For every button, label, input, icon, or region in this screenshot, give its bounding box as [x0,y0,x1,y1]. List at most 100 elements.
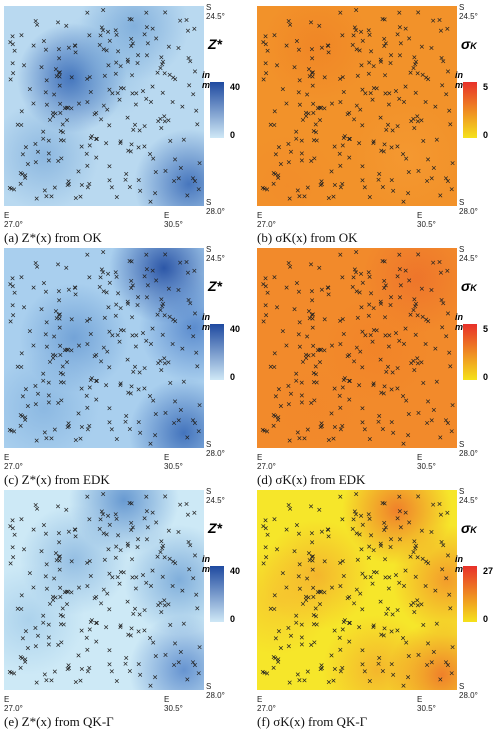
station-marker [381,391,386,396]
station-marker [99,359,104,364]
station-marker [60,614,66,619]
station-marker [313,364,318,369]
station-marker [144,338,149,343]
station-marker [265,429,270,434]
station-marker [106,547,111,552]
station-marker [433,588,438,593]
station-marker [192,663,197,668]
station-marker [35,506,40,511]
station-marker [101,250,106,255]
station-marker [62,106,67,111]
station-marker [319,529,324,534]
station-marker [114,678,119,684]
station-marker [299,158,304,163]
station-marker [107,329,112,334]
station-marker [347,136,352,142]
map-e [4,490,204,690]
station-marker [114,32,119,37]
station-marker [135,303,140,308]
station-marker [382,384,387,389]
station-marker [118,306,123,311]
station-marker [397,338,402,343]
station-marker [378,59,383,64]
station-marker [168,138,173,144]
station-marker [357,290,362,295]
station-marker [46,622,51,627]
station-marker [162,356,167,361]
station-marker [84,151,89,156]
station-marker [387,91,392,96]
station-marker [76,411,81,416]
station-marker [371,381,376,386]
station-marker [338,318,343,323]
station-marker [57,83,62,88]
station-marker [360,420,365,425]
station-marker [408,70,413,75]
station-marker [106,63,111,68]
station-marker [107,123,112,128]
station-marker [388,303,393,308]
station-marker [393,330,399,336]
color-legend [210,566,224,622]
station-marker [128,633,133,638]
station-marker [107,662,112,667]
station-marker [118,139,123,144]
station-marker [60,122,65,127]
station-marker [433,346,438,351]
station-marker [395,32,400,37]
station-marker [299,393,304,398]
station-marker [34,196,39,201]
station-marker [271,170,276,176]
station-marker [101,587,106,592]
station-marker [338,583,343,589]
station-marker [41,620,46,625]
station-marker [114,516,119,521]
station-marker [115,575,120,580]
station-marker [319,105,324,110]
station-marker [147,152,153,157]
station-marker [329,585,335,590]
station-marker [155,312,160,317]
station-marker [55,504,61,509]
station-marker [56,312,61,317]
caption: (d) σK(x) from EDK [257,472,366,487]
station-marker [340,423,345,428]
map-f-svg [257,490,457,690]
station-marker [84,635,89,640]
station-marker [338,560,343,565]
station-marker [352,601,357,606]
station-marker [25,646,30,651]
station-marker [404,156,409,161]
station-marker [124,413,129,418]
station-marker [41,39,46,44]
station-marker [185,193,190,198]
station-marker [383,575,388,580]
station-marker [306,309,312,314]
station-marker [35,149,41,154]
station-marker [52,185,57,190]
station-marker [305,185,310,190]
station-marker [448,122,453,127]
station-marker [142,628,147,633]
station-marker [87,559,92,564]
station-marker [196,429,201,434]
station-marker [180,588,185,593]
station-marker [46,642,51,647]
station-marker [382,557,388,562]
station-marker [127,669,132,674]
station-marker [421,138,426,144]
station-marker [79,386,84,391]
station-marker [382,17,387,22]
station-marker [450,645,455,650]
map-d [257,248,457,448]
station-marker [337,635,342,640]
station-marker [397,53,402,58]
station-marker [142,32,147,37]
station-marker [191,576,196,581]
station-marker [415,114,420,119]
station-marker [284,43,289,48]
station-marker [43,47,48,52]
station-marker [329,169,334,174]
station-marker [181,137,186,142]
station-marker [311,613,316,618]
